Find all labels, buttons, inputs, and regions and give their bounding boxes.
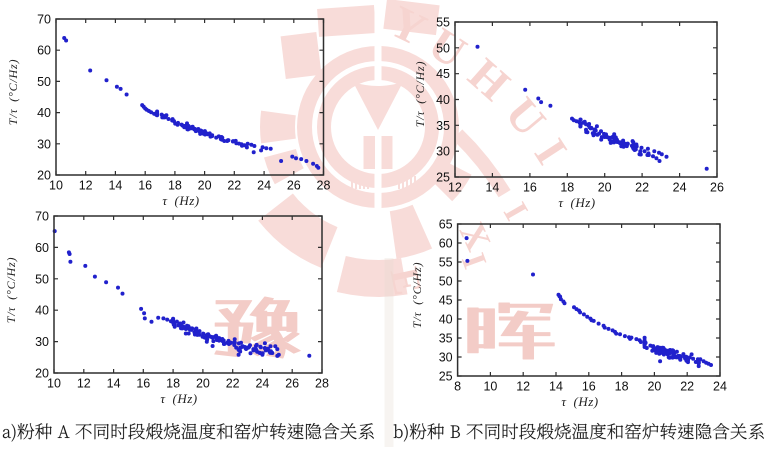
svg-text:50: 50 [439, 275, 453, 289]
svg-text:18: 18 [166, 377, 180, 391]
svg-text:35: 35 [439, 332, 453, 346]
svg-text:14: 14 [108, 179, 122, 193]
svg-text:τ (Hz): τ (Hz) [561, 394, 598, 409]
svg-text:T/τ (°C/Hz): T/τ (°C/Hz) [413, 61, 427, 128]
svg-text:8: 8 [454, 380, 461, 394]
svg-text:18: 18 [560, 181, 574, 195]
svg-text:18: 18 [168, 179, 182, 193]
svg-text:55: 55 [436, 16, 450, 30]
svg-text:35: 35 [436, 119, 450, 133]
svg-text:70: 70 [37, 13, 51, 27]
svg-text:22: 22 [226, 377, 240, 391]
svg-text:25: 25 [436, 171, 450, 185]
svg-text:25: 25 [439, 370, 453, 384]
svg-text:26: 26 [710, 181, 724, 195]
svg-text:55: 55 [439, 256, 453, 270]
svg-text:10: 10 [49, 179, 63, 193]
svg-text:12: 12 [77, 377, 91, 391]
svg-text:60: 60 [439, 237, 453, 251]
svg-text:14: 14 [107, 377, 121, 391]
svg-text:16: 16 [136, 377, 150, 391]
svg-text:30: 30 [439, 351, 453, 365]
svg-text:28: 28 [317, 179, 331, 193]
svg-text:50: 50 [35, 272, 49, 286]
svg-text:20: 20 [35, 367, 49, 381]
svg-text:30: 30 [35, 335, 49, 349]
svg-text:24: 24 [255, 377, 269, 391]
svg-text:50: 50 [436, 41, 450, 55]
svg-text:26: 26 [287, 179, 301, 193]
svg-text:40: 40 [37, 106, 51, 120]
svg-text:10: 10 [47, 377, 61, 391]
svg-text:60: 60 [35, 241, 49, 255]
svg-text:70: 70 [35, 210, 49, 224]
svg-text:14: 14 [485, 181, 499, 195]
svg-text:14: 14 [549, 380, 563, 394]
svg-text:12: 12 [516, 380, 530, 394]
svg-text:T/τ (°C/Hz): T/τ (°C/Hz) [6, 59, 20, 126]
svg-text:τ (Hz): τ (Hz) [160, 391, 197, 406]
svg-text:22: 22 [227, 179, 241, 193]
svg-text:50: 50 [37, 75, 51, 89]
svg-text:45: 45 [436, 67, 450, 81]
svg-text:τ (Hz): τ (Hz) [162, 193, 199, 208]
svg-text:45: 45 [439, 294, 453, 308]
svg-text:22: 22 [680, 380, 694, 394]
svg-text:T/τ (°C/Hz): T/τ (°C/Hz) [4, 257, 18, 324]
svg-text:24: 24 [257, 179, 271, 193]
svg-text:20: 20 [196, 377, 210, 391]
svg-text:60: 60 [37, 44, 51, 58]
svg-text:12: 12 [79, 179, 93, 193]
svg-text:20: 20 [647, 380, 661, 394]
svg-text:26: 26 [285, 377, 299, 391]
svg-text:24: 24 [713, 380, 727, 394]
svg-text:20: 20 [198, 179, 212, 193]
svg-text:16: 16 [138, 179, 152, 193]
svg-text:22: 22 [635, 181, 649, 195]
svg-text:24: 24 [673, 181, 687, 195]
svg-text:20: 20 [598, 181, 612, 195]
svg-text:65: 65 [439, 218, 453, 232]
svg-text:30: 30 [436, 145, 450, 159]
svg-text:T/τ (°C/Hz): T/τ (°C/Hz) [410, 262, 424, 329]
svg-text:12: 12 [448, 181, 462, 195]
svg-text:τ (Hz): τ (Hz) [558, 195, 595, 210]
svg-text:10: 10 [483, 380, 497, 394]
svg-text:16: 16 [582, 380, 596, 394]
svg-text:40: 40 [436, 93, 450, 107]
svg-text:20: 20 [37, 169, 51, 183]
svg-text:40: 40 [35, 304, 49, 318]
svg-text:30: 30 [37, 137, 51, 151]
svg-text:16: 16 [523, 181, 537, 195]
svg-text:40: 40 [439, 313, 453, 327]
svg-text:18: 18 [615, 380, 629, 394]
svg-text:28: 28 [315, 377, 329, 391]
